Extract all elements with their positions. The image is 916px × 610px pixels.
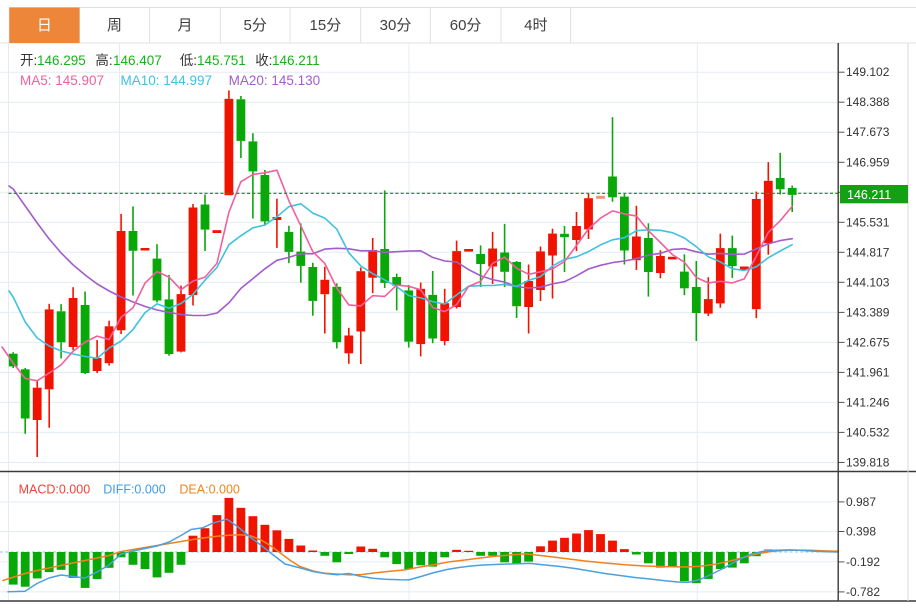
svg-text:142.675: 142.675: [846, 335, 890, 349]
svg-text:141.246: 141.246: [846, 395, 890, 409]
svg-text:0.398: 0.398: [846, 525, 876, 539]
svg-text:MACD:0.000: MACD:0.000: [19, 483, 91, 497]
svg-text:-0.192: -0.192: [846, 555, 880, 569]
svg-text:日: 日: [37, 17, 52, 34]
svg-text:141.961: 141.961: [846, 365, 890, 379]
svg-text:149.102: 149.102: [846, 65, 890, 79]
svg-text:DIFF:0.000: DIFF:0.000: [103, 483, 166, 497]
svg-text:MA10: 144.997: MA10: 144.997: [121, 73, 213, 88]
svg-text:143.389: 143.389: [846, 305, 890, 319]
svg-text:MA20: 145.130: MA20: 145.130: [229, 73, 321, 88]
svg-text:15分: 15分: [310, 17, 342, 34]
svg-text:146.407: 146.407: [113, 53, 162, 68]
svg-text:-0.782: -0.782: [846, 585, 880, 599]
svg-text:0.987: 0.987: [846, 495, 876, 509]
svg-text:开:: 开:: [20, 53, 37, 68]
svg-text:146.959: 146.959: [846, 155, 890, 169]
svg-text:144.103: 144.103: [846, 275, 890, 289]
svg-text:145.531: 145.531: [846, 215, 890, 229]
svg-text:146.211: 146.211: [272, 53, 320, 68]
svg-text:收:: 收:: [255, 53, 272, 68]
svg-text:148.388: 148.388: [846, 95, 890, 109]
svg-text:144.817: 144.817: [846, 245, 890, 259]
svg-text:DEA:0.000: DEA:0.000: [179, 483, 240, 497]
svg-text:30分: 30分: [380, 17, 412, 34]
svg-text:4时: 4时: [524, 17, 547, 34]
svg-text:高:: 高:: [95, 52, 112, 68]
svg-text:MA5: 145.907: MA5: 145.907: [20, 73, 104, 88]
svg-text:60分: 60分: [450, 17, 482, 34]
svg-text:147.673: 147.673: [846, 125, 890, 139]
svg-text:146.295: 146.295: [37, 53, 86, 68]
svg-text:低:: 低:: [180, 53, 197, 68]
svg-text:5分: 5分: [244, 17, 267, 34]
svg-text:146.211: 146.211: [847, 188, 891, 202]
svg-text:140.532: 140.532: [846, 425, 890, 439]
svg-text:周: 周: [107, 17, 122, 34]
svg-text:139.818: 139.818: [846, 456, 890, 470]
svg-text:月: 月: [177, 17, 192, 34]
svg-text:145.751: 145.751: [197, 53, 246, 68]
